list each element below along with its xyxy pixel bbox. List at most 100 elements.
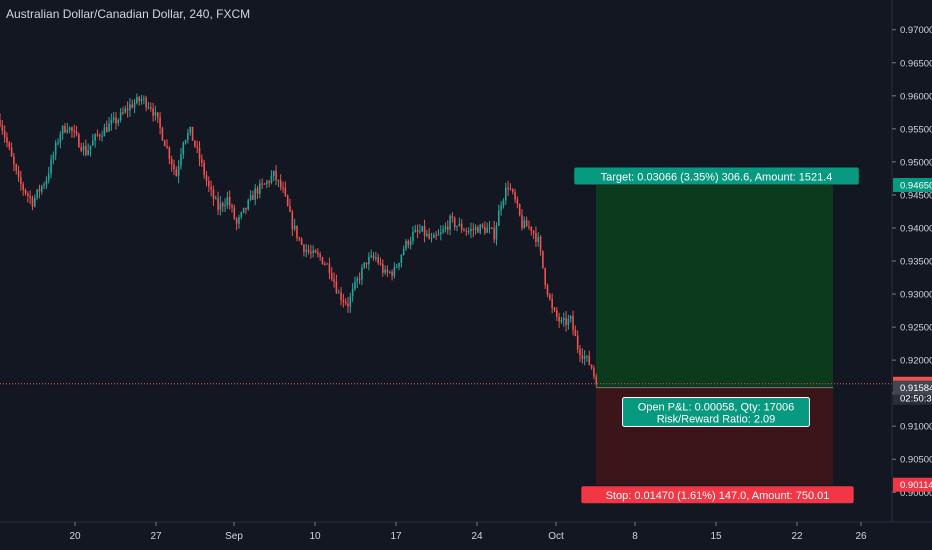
candle xyxy=(340,287,342,306)
candle-body xyxy=(13,156,15,165)
candle xyxy=(472,223,475,238)
candle xyxy=(85,139,87,157)
candle xyxy=(256,185,259,200)
candle xyxy=(419,224,421,234)
candle xyxy=(252,190,254,200)
candle-body xyxy=(201,159,203,163)
candle xyxy=(133,99,136,114)
candle xyxy=(66,122,69,134)
candle xyxy=(187,128,189,144)
candle-body xyxy=(333,279,335,282)
candle xyxy=(386,265,389,277)
candle-body xyxy=(433,234,435,238)
candle-body xyxy=(493,228,495,240)
candle-body xyxy=(0,120,1,126)
price-tick-label: 0.93000 xyxy=(900,290,932,301)
candle xyxy=(440,225,442,241)
candle-body xyxy=(54,142,57,156)
candle xyxy=(196,140,198,154)
candle xyxy=(266,179,268,189)
candle-body xyxy=(484,226,486,233)
candle-body xyxy=(24,189,27,194)
candle-body xyxy=(242,207,245,213)
candle-body xyxy=(98,134,101,137)
candle-body xyxy=(377,257,379,264)
candle xyxy=(528,220,530,230)
candle-body xyxy=(212,189,215,199)
candle xyxy=(314,249,317,254)
candle xyxy=(226,191,229,209)
candle-body xyxy=(514,191,516,200)
price-tick-label: 0.95500 xyxy=(900,124,932,135)
candle xyxy=(521,209,523,231)
candle-body xyxy=(6,137,8,143)
candle-body xyxy=(310,251,312,254)
candle-body xyxy=(85,146,87,155)
candle xyxy=(59,131,62,149)
candle-body xyxy=(92,140,94,146)
candle-body xyxy=(238,217,240,224)
candle-body xyxy=(94,134,96,141)
time-tick-label: 26 xyxy=(855,531,867,542)
candle xyxy=(481,223,484,229)
candle xyxy=(214,195,217,200)
candle xyxy=(562,312,565,327)
price-axis[interactable]: 0.97000 0.96500 0.96000 0.95500 0.95000 0.945… xyxy=(891,0,932,522)
price-tick-label: 0.92500 xyxy=(900,323,932,334)
candle-body xyxy=(101,136,103,138)
candle-body xyxy=(256,188,259,194)
candle xyxy=(27,191,29,203)
candle-body xyxy=(189,126,192,133)
candle-body xyxy=(491,227,493,229)
candle-body xyxy=(379,263,382,265)
candle-body xyxy=(458,223,461,227)
candle-body xyxy=(105,127,108,132)
candle-body xyxy=(270,176,273,183)
candle xyxy=(579,345,581,362)
candle xyxy=(122,106,124,115)
candle-body xyxy=(567,319,570,325)
candle xyxy=(474,224,477,235)
entry-price-tag-text: 0.91584 xyxy=(900,383,932,394)
time-axis[interactable]: 20 27 Sep 10 17 24 Oct 8 15 22 26 xyxy=(0,521,932,542)
candle-body xyxy=(572,316,574,330)
target-price-tag-text: 0.94650 xyxy=(900,181,932,192)
candle xyxy=(29,190,31,205)
candle xyxy=(263,183,266,185)
candle-body xyxy=(588,355,591,365)
candle-body xyxy=(78,134,80,148)
price-tick-label: 0.93500 xyxy=(900,257,932,268)
candle xyxy=(96,129,99,137)
pnl-label-text: Open P&L: 0.00058, Qty: 17006 xyxy=(638,402,795,414)
candle xyxy=(0,113,1,128)
candle-body xyxy=(15,164,18,171)
candle-body xyxy=(595,376,598,384)
candle-body xyxy=(20,177,22,185)
candle xyxy=(298,236,301,242)
candle xyxy=(238,214,240,229)
candle xyxy=(435,231,437,240)
candle xyxy=(124,105,127,114)
candle-body xyxy=(532,231,535,234)
candle-body xyxy=(284,187,287,196)
candle-body xyxy=(75,131,78,135)
candle-body xyxy=(486,227,488,233)
candle xyxy=(50,154,52,179)
candle-body xyxy=(47,173,50,181)
candle xyxy=(17,165,20,182)
candle-body xyxy=(57,142,59,144)
target-zone xyxy=(596,185,833,388)
candle xyxy=(289,198,291,213)
candle xyxy=(31,195,34,211)
candle xyxy=(590,364,593,370)
candle-body xyxy=(525,220,528,227)
candle-body xyxy=(119,112,122,121)
candle-body xyxy=(551,299,553,309)
candle xyxy=(40,184,43,195)
candle xyxy=(384,265,386,275)
candle xyxy=(342,293,345,308)
candle-body xyxy=(453,218,456,228)
candle xyxy=(129,97,131,118)
